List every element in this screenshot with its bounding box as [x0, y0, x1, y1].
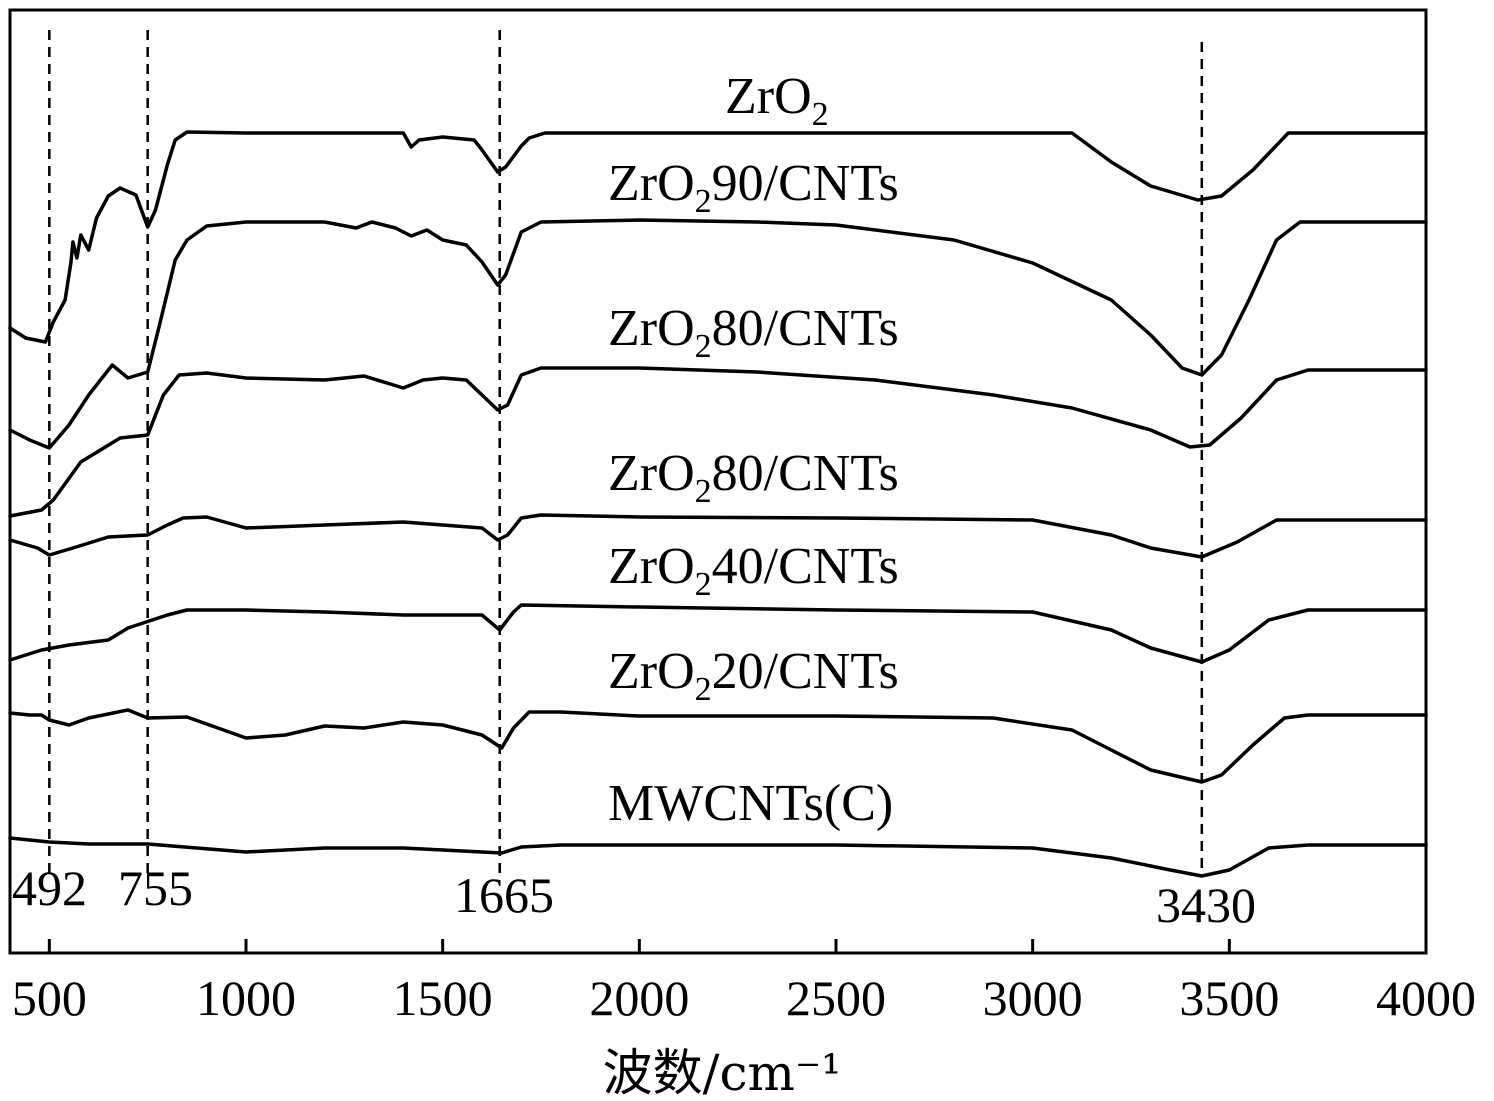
spectra-traces — [8, 130, 1428, 878]
x-tick-label-4000: 4000 — [1376, 970, 1476, 1026]
series-label-rest: 80/CNTs — [712, 445, 899, 502]
series-label-4: ZrO240/CNTs — [608, 538, 899, 603]
trace-4 — [8, 603, 1428, 664]
trace-2 — [8, 366, 1428, 518]
series-label-1: ZrO290/CNTs — [608, 155, 899, 220]
ref-label-755: 755 — [118, 860, 193, 916]
trace-6 — [8, 836, 1428, 878]
x-axis-title: 波数/cm⁻¹ — [603, 1044, 842, 1101]
trace-0 — [8, 130, 1428, 344]
series-label-rest: 80/CNTs — [712, 300, 899, 357]
series-label-sub: 2 — [695, 328, 712, 365]
series-label-sub: 2 — [695, 671, 712, 708]
x-tick-label-1000: 1000 — [196, 970, 296, 1026]
reference-lines: 492 755 1665 3430 — [12, 30, 1256, 933]
series-label-base: ZrO — [608, 538, 695, 595]
series-label-sub: 2 — [695, 473, 712, 510]
series-label-sub: 2 — [812, 96, 829, 133]
trace-1 — [8, 218, 1428, 450]
series-label-3: ZrO280/CNTs — [608, 445, 899, 510]
series-label-base: ZrO — [725, 68, 812, 125]
x-tick-label-3000: 3000 — [983, 970, 1083, 1026]
x-tick-label-2500: 2500 — [786, 970, 886, 1026]
series-labels: ZrO2ZrO290/CNTsZrO280/CNTsZrO280/CNTsZrO… — [608, 68, 899, 832]
series-label-sub: 2 — [695, 183, 712, 220]
series-label-base: MWCNTs(C) — [608, 775, 893, 832]
series-label-base: ZrO — [608, 643, 695, 700]
series-label-5: ZrO220/CNTs — [608, 643, 899, 708]
ref-label-492: 492 — [12, 860, 87, 916]
ref-label-1665: 1665 — [454, 867, 554, 923]
x-tick-label-3500: 3500 — [1179, 970, 1279, 1026]
series-label-6: MWCNTs(C) — [608, 775, 893, 832]
series-label-sub: 2 — [695, 566, 712, 603]
series-label-base: ZrO — [608, 445, 695, 502]
series-label-0: ZrO2 — [725, 68, 829, 133]
trace-3 — [8, 513, 1428, 559]
x-tick-label-2000: 2000 — [589, 970, 689, 1026]
series-label-rest: 90/CNTs — [712, 155, 899, 212]
x-axis-ticks: 500 1000 1500 2000 2500 3000 3500 4000 — [12, 939, 1476, 1026]
x-tick-label-500: 500 — [12, 970, 87, 1026]
ref-label-3430: 3430 — [1156, 877, 1256, 933]
series-label-2: ZrO280/CNTs — [608, 300, 899, 365]
x-tick-label-1500: 1500 — [393, 970, 493, 1026]
series-label-base: ZrO — [608, 300, 695, 357]
series-label-rest: 20/CNTs — [712, 643, 899, 700]
trace-5 — [8, 708, 1428, 784]
plot-frame — [8, 8, 1428, 955]
series-label-base: ZrO — [608, 155, 695, 212]
series-label-rest: 40/CNTs — [712, 538, 899, 595]
